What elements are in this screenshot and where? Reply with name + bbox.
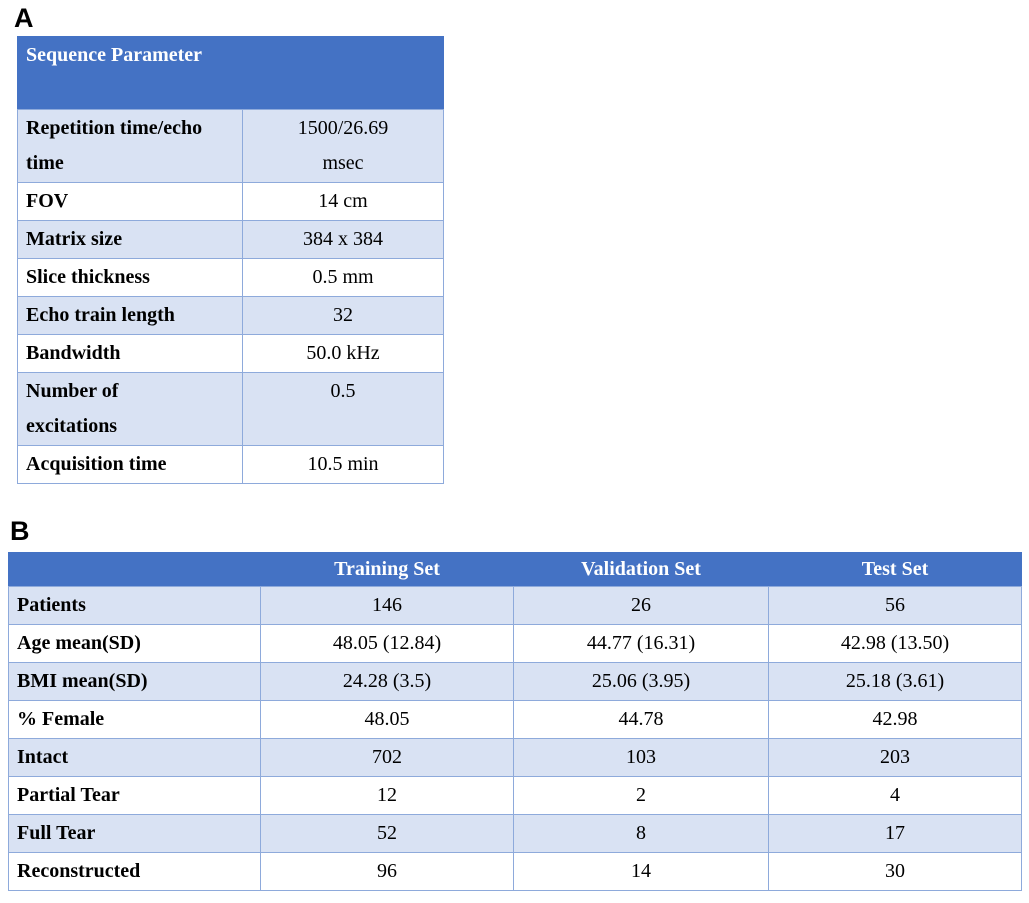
value-cell: 146 xyxy=(260,586,514,625)
value-cell: 44.78 xyxy=(513,700,769,739)
table-row: FOV 14 cm xyxy=(17,182,444,221)
param-name-cell: Bandwidth xyxy=(17,334,243,373)
value-cell: 2 xyxy=(513,776,769,815)
table-a-header-empty-cell xyxy=(242,36,444,110)
value-cell: 12 xyxy=(260,776,514,815)
value-cell: 96 xyxy=(260,852,514,891)
row-label-cell: Partial Tear xyxy=(8,776,261,815)
table-row: Reconstructed 96 14 30 xyxy=(8,852,1022,891)
sequence-parameter-table: Sequence Parameter Repetition time/echo … xyxy=(17,36,444,484)
table-row: % Female 48.05 44.78 42.98 xyxy=(8,700,1022,739)
value-cell: 25.18 (3.61) xyxy=(768,662,1022,701)
row-label-cell: Intact xyxy=(8,738,261,777)
param-value-cell: 0.5 mm xyxy=(242,258,444,297)
row-label-cell: Patients xyxy=(8,586,261,625)
param-name-cell: FOV xyxy=(17,182,243,221)
param-name-cell: Number of excitations xyxy=(17,372,243,446)
table-row: Echo train length 32 xyxy=(17,296,444,335)
value-cell: 25.06 (3.95) xyxy=(513,662,769,701)
panel-a-label: A xyxy=(14,3,34,33)
row-label-cell: % Female xyxy=(8,700,261,739)
param-name-cell: Matrix size xyxy=(17,220,243,259)
table-b-header-row: Training Set Validation Set Test Set xyxy=(8,552,1022,587)
table-a-header-text: Sequence Parameter xyxy=(26,44,203,66)
value-cell: 702 xyxy=(260,738,514,777)
value-cell: 30 xyxy=(768,852,1022,891)
value-cell: 44.77 (16.31) xyxy=(513,624,769,663)
value-cell: 8 xyxy=(513,814,769,853)
table-b-header-empty-cell xyxy=(8,552,261,587)
value-cell: 4 xyxy=(768,776,1022,815)
table-row: Repetition time/echo time 1500/26.69 mse… xyxy=(17,109,444,183)
value-cell: 48.05 (12.84) xyxy=(260,624,514,663)
table-row: Acquisition time 10.5 min xyxy=(17,445,444,484)
value-cell: 26 xyxy=(513,586,769,625)
param-name-cell: Echo train length xyxy=(17,296,243,335)
param-value-cell: 1500/26.69 msec xyxy=(242,109,444,183)
value-cell: 42.98 (13.50) xyxy=(768,624,1022,663)
row-label-cell: BMI mean(SD) xyxy=(8,662,261,701)
table-row: Patients 146 26 56 xyxy=(8,586,1022,625)
param-name: Echo train length xyxy=(26,304,175,326)
value-cell: 52 xyxy=(260,814,514,853)
param-name-cell: Slice thickness xyxy=(17,258,243,297)
param-name: Acquisition time xyxy=(26,453,167,475)
value-cell: 103 xyxy=(513,738,769,777)
value-cell: 24.28 (3.5) xyxy=(260,662,514,701)
param-name: Bandwidth xyxy=(26,342,121,364)
param-value-cell: 0.5 xyxy=(242,372,444,446)
param-name: FOV xyxy=(26,190,69,212)
table-row: Bandwidth 50.0 kHz xyxy=(17,334,444,373)
param-value: 1500/26.69 msec xyxy=(297,117,389,174)
param-name: Repetition time/echo time xyxy=(26,117,203,174)
param-value-cell: 50.0 kHz xyxy=(242,334,444,373)
dataset-demographics-table: Training Set Validation Set Test Set Pat… xyxy=(8,552,1022,891)
table-a-header-row: Sequence Parameter xyxy=(17,36,444,110)
row-label-cell: Age mean(SD) xyxy=(8,624,261,663)
param-name-cell: Acquisition time xyxy=(17,445,243,484)
param-name: Slice thickness xyxy=(26,266,150,288)
value-cell: 17 xyxy=(768,814,1022,853)
param-value-cell: 384 x 384 xyxy=(242,220,444,259)
param-value-cell: 10.5 min xyxy=(242,445,444,484)
column-header-training-set: Training Set xyxy=(260,552,514,587)
table-row: Number of excitations 0.5 xyxy=(17,372,444,446)
column-header-validation-set: Validation Set xyxy=(513,552,769,587)
panel-b-label: B xyxy=(10,516,30,546)
param-name: Matrix size xyxy=(26,228,123,250)
table-row: Age mean(SD) 48.05 (12.84) 44.77 (16.31)… xyxy=(8,624,1022,663)
table-row: Full Tear 52 8 17 xyxy=(8,814,1022,853)
param-name-cell: Repetition time/echo time xyxy=(17,109,243,183)
table-row: Partial Tear 12 2 4 xyxy=(8,776,1022,815)
value-cell: 42.98 xyxy=(768,700,1022,739)
param-value-cell: 32 xyxy=(242,296,444,335)
value-cell: 48.05 xyxy=(260,700,514,739)
table-row: Matrix size 384 x 384 xyxy=(17,220,444,259)
column-header-test-set: Test Set xyxy=(768,552,1022,587)
table-a-header-cell: Sequence Parameter xyxy=(17,36,243,110)
value-cell: 203 xyxy=(768,738,1022,777)
param-name: Number of excitations xyxy=(26,380,119,437)
param-value-cell: 14 cm xyxy=(242,182,444,221)
value-cell: 56 xyxy=(768,586,1022,625)
row-label-cell: Full Tear xyxy=(8,814,261,853)
table-row: Slice thickness 0.5 mm xyxy=(17,258,444,297)
table-row: Intact 702 103 203 xyxy=(8,738,1022,777)
row-label-cell: Reconstructed xyxy=(8,852,261,891)
table-row: BMI mean(SD) 24.28 (3.5) 25.06 (3.95) 25… xyxy=(8,662,1022,701)
value-cell: 14 xyxy=(513,852,769,891)
